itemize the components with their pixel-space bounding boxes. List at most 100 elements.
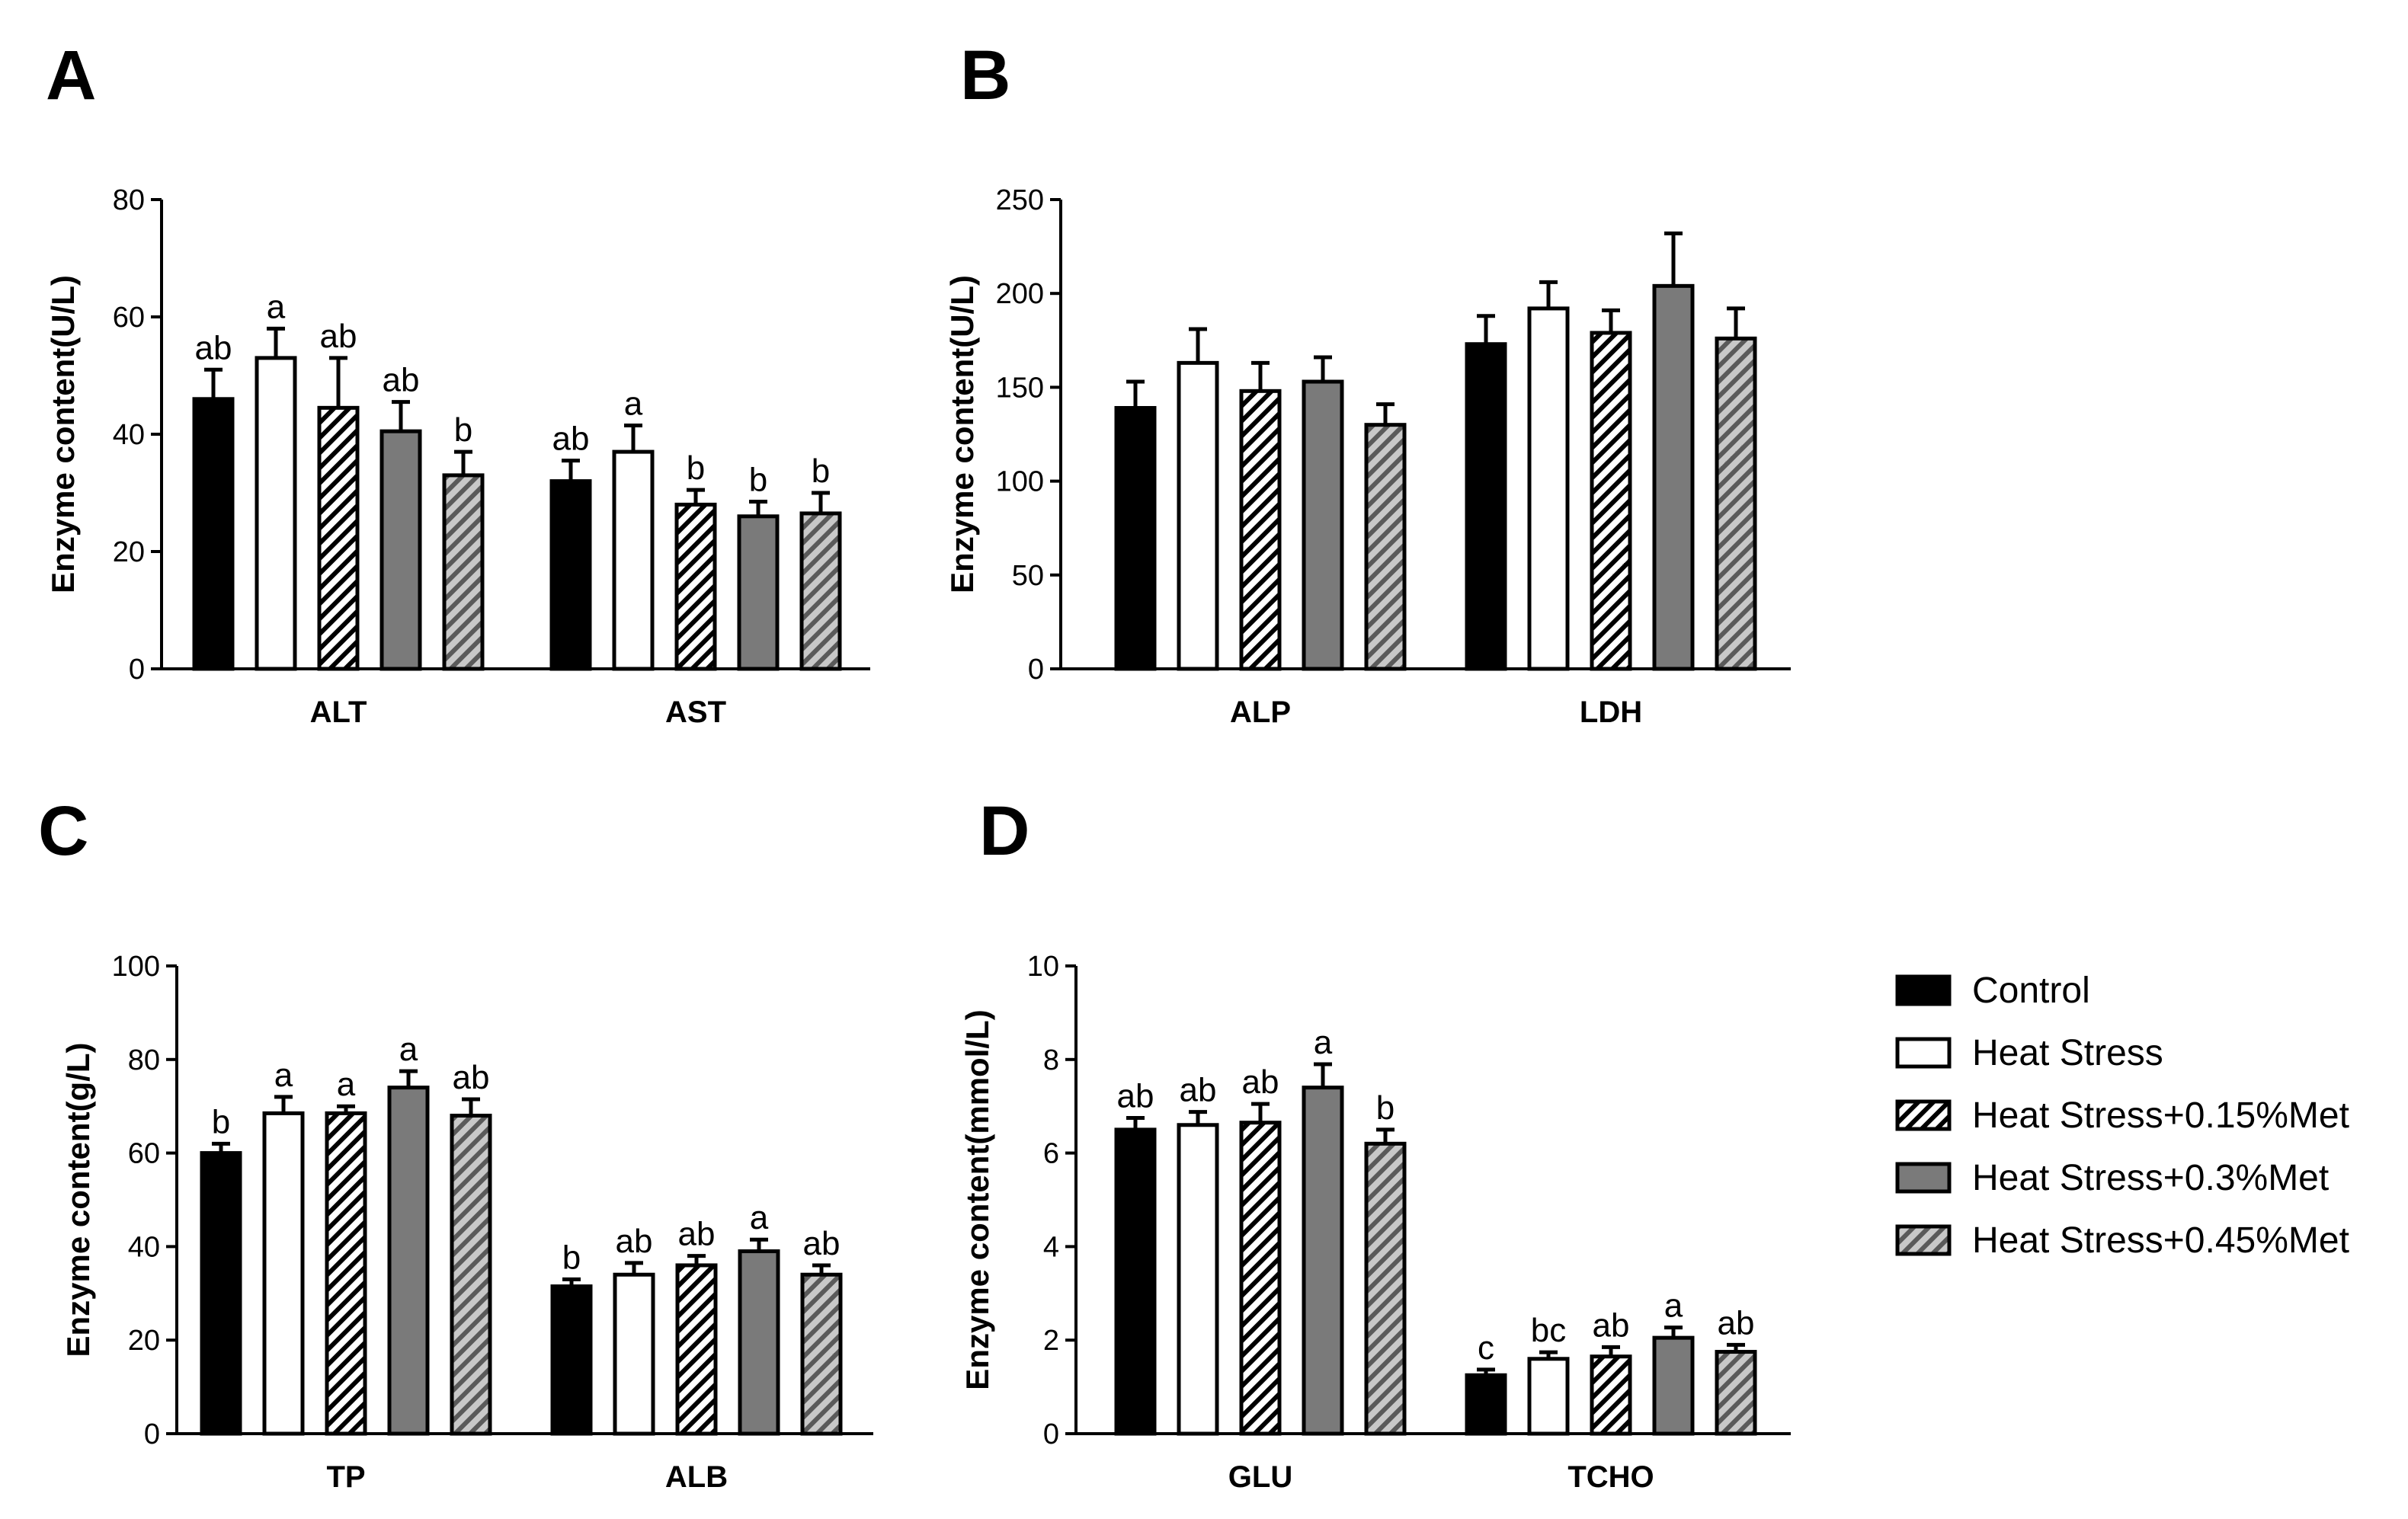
significance-label: b <box>454 411 472 449</box>
y-tick-label: 60 <box>113 302 145 334</box>
legend-swatch <box>1895 1162 1952 1194</box>
y-tick-label: 20 <box>128 1325 160 1357</box>
panel-letter: B <box>960 37 1010 114</box>
y-tick-label: 40 <box>128 1231 160 1263</box>
bar-alp-4 <box>1364 423 1407 671</box>
bar-alp-0 <box>1114 406 1157 671</box>
bar-ast-3 <box>737 514 780 671</box>
significance-label: a <box>399 1031 418 1068</box>
bar-tp-4 <box>450 1113 492 1436</box>
significance-label: ab <box>1180 1072 1217 1109</box>
significance-label: b <box>812 453 830 490</box>
bar-alt-1 <box>255 356 297 671</box>
y-tick-label: 0 <box>144 1418 160 1450</box>
y-tick-label: 4 <box>1043 1231 1059 1263</box>
significance-label: ab <box>383 362 420 399</box>
legend-label: Control <box>1972 971 2090 1011</box>
legend-swatch <box>1895 974 1952 1006</box>
bar-alb-0 <box>550 1284 593 1436</box>
legend-swatch <box>1895 1224 1952 1256</box>
y-axis-label: Enzyme content(U/L) <box>944 275 980 593</box>
y-tick-label: 0 <box>1043 1418 1059 1450</box>
y-tick-label: 80 <box>128 1044 160 1076</box>
bar-tp-2 <box>325 1111 367 1436</box>
bar-alt-2 <box>317 405 360 671</box>
bar-ldh-1 <box>1527 306 1570 671</box>
category-label: ALB <box>665 1460 728 1494</box>
legend-label: Heat Stress+0.45%Met <box>1972 1220 2349 1261</box>
y-tick-label: 50 <box>1012 560 1044 592</box>
bar-ast-0 <box>549 479 592 671</box>
y-tick-label: 2 <box>1043 1325 1059 1357</box>
bar-glu-1 <box>1177 1123 1219 1436</box>
y-tick-label: 80 <box>113 184 145 216</box>
bar-tcho-2 <box>1590 1354 1632 1436</box>
bar-alb-1 <box>613 1272 655 1436</box>
bar-tcho-1 <box>1527 1357 1570 1436</box>
legend-item: Heat Stress+0.3%Met <box>1895 1158 2329 1198</box>
bar-alb-4 <box>800 1272 843 1436</box>
significance-label: ab <box>678 1216 716 1253</box>
significance-label: b <box>562 1239 581 1276</box>
bar-alp-1 <box>1177 360 1219 671</box>
bar-ldh-4 <box>1715 336 1757 671</box>
significance-label: ab <box>1593 1306 1630 1344</box>
bar-glu-3 <box>1302 1086 1344 1436</box>
y-axis-label: Enzyme content(mmol/L) <box>959 1009 995 1389</box>
significance-label: a <box>337 1066 356 1103</box>
bar-tcho-3 <box>1652 1335 1695 1436</box>
significance-label: b <box>1376 1089 1395 1127</box>
category-label: TP <box>326 1460 365 1494</box>
bar-alt-0 <box>192 397 235 671</box>
bar-tp-0 <box>200 1151 242 1436</box>
legend-item: Heat Stress <box>1895 1033 2163 1073</box>
bar-ldh-2 <box>1590 331 1632 671</box>
category-label: AST <box>665 696 726 729</box>
bar-alt-4 <box>442 473 485 671</box>
significance-label: a <box>1664 1287 1683 1325</box>
significance-label: c <box>1478 1329 1494 1367</box>
y-tick-label: 10 <box>1027 951 1059 983</box>
legend-item: Heat Stress+0.15%Met <box>1895 1095 2349 1136</box>
y-tick-label: 150 <box>996 372 1044 404</box>
y-tick-label: 40 <box>113 419 145 451</box>
bar-tcho-4 <box>1715 1350 1757 1436</box>
significance-label: a <box>274 1057 293 1094</box>
significance-label: a <box>750 1199 769 1236</box>
significance-label: ab <box>1242 1063 1279 1101</box>
significance-label: ab <box>616 1223 653 1260</box>
panel-letter: A <box>46 37 96 114</box>
category-label: ALP <box>1230 696 1291 729</box>
bar-alp-2 <box>1239 389 1282 671</box>
y-tick-label: 100 <box>112 951 160 983</box>
significance-label: bc <box>1531 1312 1566 1349</box>
panel-letter: C <box>38 792 88 870</box>
bar-tcho-0 <box>1465 1373 1507 1436</box>
y-tick-label: 6 <box>1043 1138 1059 1170</box>
category-label: TCHO <box>1567 1460 1654 1494</box>
bar-alb-3 <box>738 1249 780 1436</box>
significance-label: ab <box>1117 1078 1154 1115</box>
y-tick-label: 20 <box>113 536 145 568</box>
category-label: GLU <box>1228 1460 1292 1494</box>
bar-alt-3 <box>379 429 422 671</box>
bar-ldh-0 <box>1465 342 1507 671</box>
bar-ast-2 <box>674 502 717 671</box>
bar-glu-0 <box>1114 1127 1157 1436</box>
y-axis-label: Enzyme content(U/L) <box>45 275 81 593</box>
significance-label: ab <box>453 1059 490 1096</box>
y-tick-label: 60 <box>128 1138 160 1170</box>
significance-label: a <box>267 288 286 325</box>
legend-label: Heat Stress+0.15%Met <box>1972 1095 2349 1136</box>
y-tick-label: 0 <box>1028 654 1044 686</box>
bar-tp-1 <box>262 1111 305 1436</box>
significance-label: ab <box>320 318 357 355</box>
bar-ast-1 <box>612 449 655 671</box>
bar-tp-3 <box>387 1086 430 1436</box>
panel-letter: D <box>979 792 1029 870</box>
bar-alb-2 <box>675 1263 718 1436</box>
